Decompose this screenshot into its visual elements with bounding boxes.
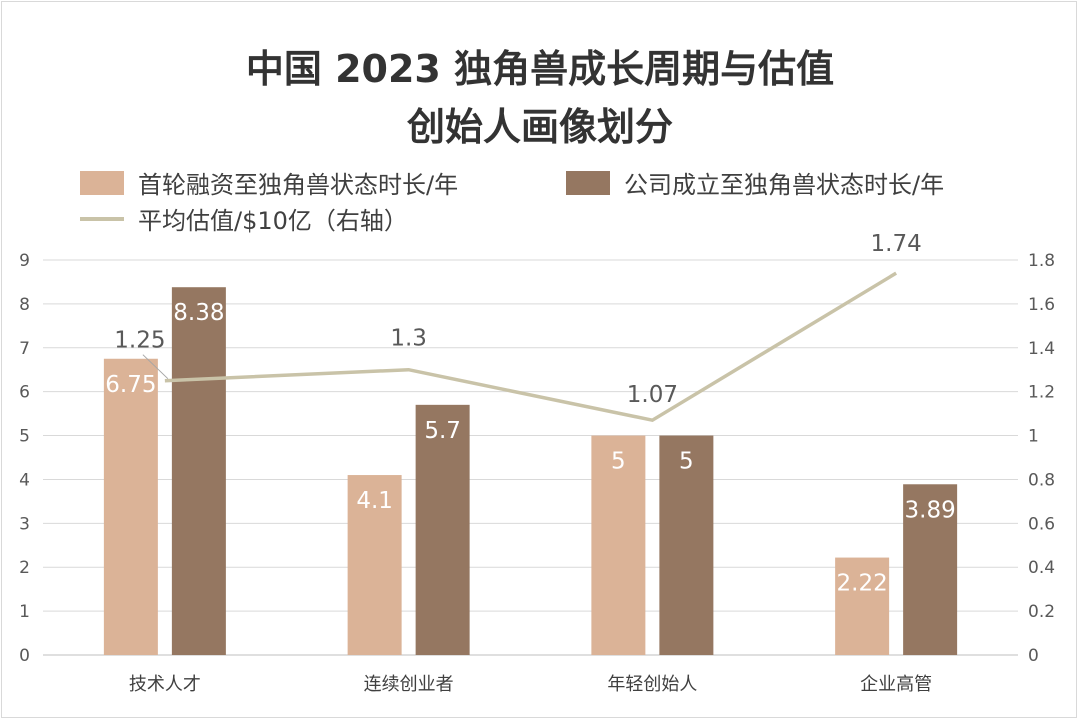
bar xyxy=(903,484,958,655)
y-left-tick-label: 7 xyxy=(19,339,30,359)
y-right-tick-label: 1.8 xyxy=(1028,251,1055,271)
line-data-label: 1.74 xyxy=(871,231,922,257)
legend-label-first-funding: 首轮融资至独角兽状态时长/年 xyxy=(138,171,459,199)
chart-title: 中国 2023 独角兽成长周期与估值 xyxy=(245,47,835,91)
bar-data-label: 5 xyxy=(611,449,626,475)
legend-item-valuation: 平均估值/$10亿（右轴） xyxy=(80,201,408,236)
legend-swatch-founding xyxy=(566,170,610,195)
bar xyxy=(103,358,158,655)
bar-data-label: 8.38 xyxy=(173,300,224,326)
bar xyxy=(591,435,646,655)
legend-item-founding: 公司成立至独角兽状态时长/年 xyxy=(566,165,944,200)
y-right-tick-label: 0.6 xyxy=(1028,514,1055,534)
bar xyxy=(415,404,470,655)
y-left-tick-label: 3 xyxy=(19,514,30,534)
y-right-tick-label: 0.8 xyxy=(1028,470,1055,490)
y-left-tick-label: 1 xyxy=(19,602,30,622)
bar xyxy=(171,287,226,655)
bar xyxy=(659,435,714,655)
y-right-tick-label: 0.2 xyxy=(1028,602,1055,622)
line-data-label: 1.3 xyxy=(390,326,427,352)
bar-data-label: 5.7 xyxy=(424,418,461,444)
x-tick-label: 企业高管 xyxy=(860,674,932,695)
legend-label-founding: 公司成立至独角兽状态时长/年 xyxy=(624,171,945,199)
y-right-tick-label: 1.2 xyxy=(1028,383,1055,403)
bar-data-label: 3.89 xyxy=(905,497,956,523)
y-left-tick-label: 0 xyxy=(19,646,30,666)
y-left-tick-label: 9 xyxy=(19,251,30,271)
line-data-label: 1.25 xyxy=(114,328,165,354)
label-leader-line xyxy=(142,354,169,380)
y-right-tick-label: 1.4 xyxy=(1028,339,1055,359)
y-right-tick-label: 1.6 xyxy=(1028,295,1055,315)
legend-swatch-first-funding xyxy=(80,170,124,195)
y-left-tick-label: 4 xyxy=(19,470,30,490)
bar-data-label: 2.22 xyxy=(837,571,888,597)
legend-item-first-funding: 首轮融资至独角兽状态时长/年 xyxy=(80,165,458,200)
bar-data-label: 6.75 xyxy=(105,372,156,398)
y-left-tick-label: 6 xyxy=(19,383,30,403)
bar xyxy=(835,557,890,655)
line-data-label: 1.07 xyxy=(627,382,678,408)
bar-data-label: 4.1 xyxy=(356,488,393,514)
chart-subtitle: 创始人画像划分 xyxy=(406,105,673,149)
y-left-tick-label: 5 xyxy=(19,427,30,447)
x-tick-label: 技术人才 xyxy=(129,674,201,695)
x-tick-label: 年轻创始人 xyxy=(607,674,697,695)
bar-data-label: 5 xyxy=(679,449,694,475)
y-right-tick-label: 0.4 xyxy=(1028,558,1055,578)
line-series xyxy=(164,271,898,423)
y-left-tick-label: 8 xyxy=(19,295,30,315)
x-tick-label: 连续创业者 xyxy=(364,674,454,695)
y-right-tick-label: 0 xyxy=(1028,646,1039,666)
y-right-tick-label: 1 xyxy=(1028,427,1039,447)
bar xyxy=(347,475,402,655)
legend-swatch-valuation xyxy=(80,216,124,221)
legend-label-valuation: 平均估值/$10亿（右轴） xyxy=(138,207,408,235)
y-left-tick-label: 2 xyxy=(19,558,30,578)
